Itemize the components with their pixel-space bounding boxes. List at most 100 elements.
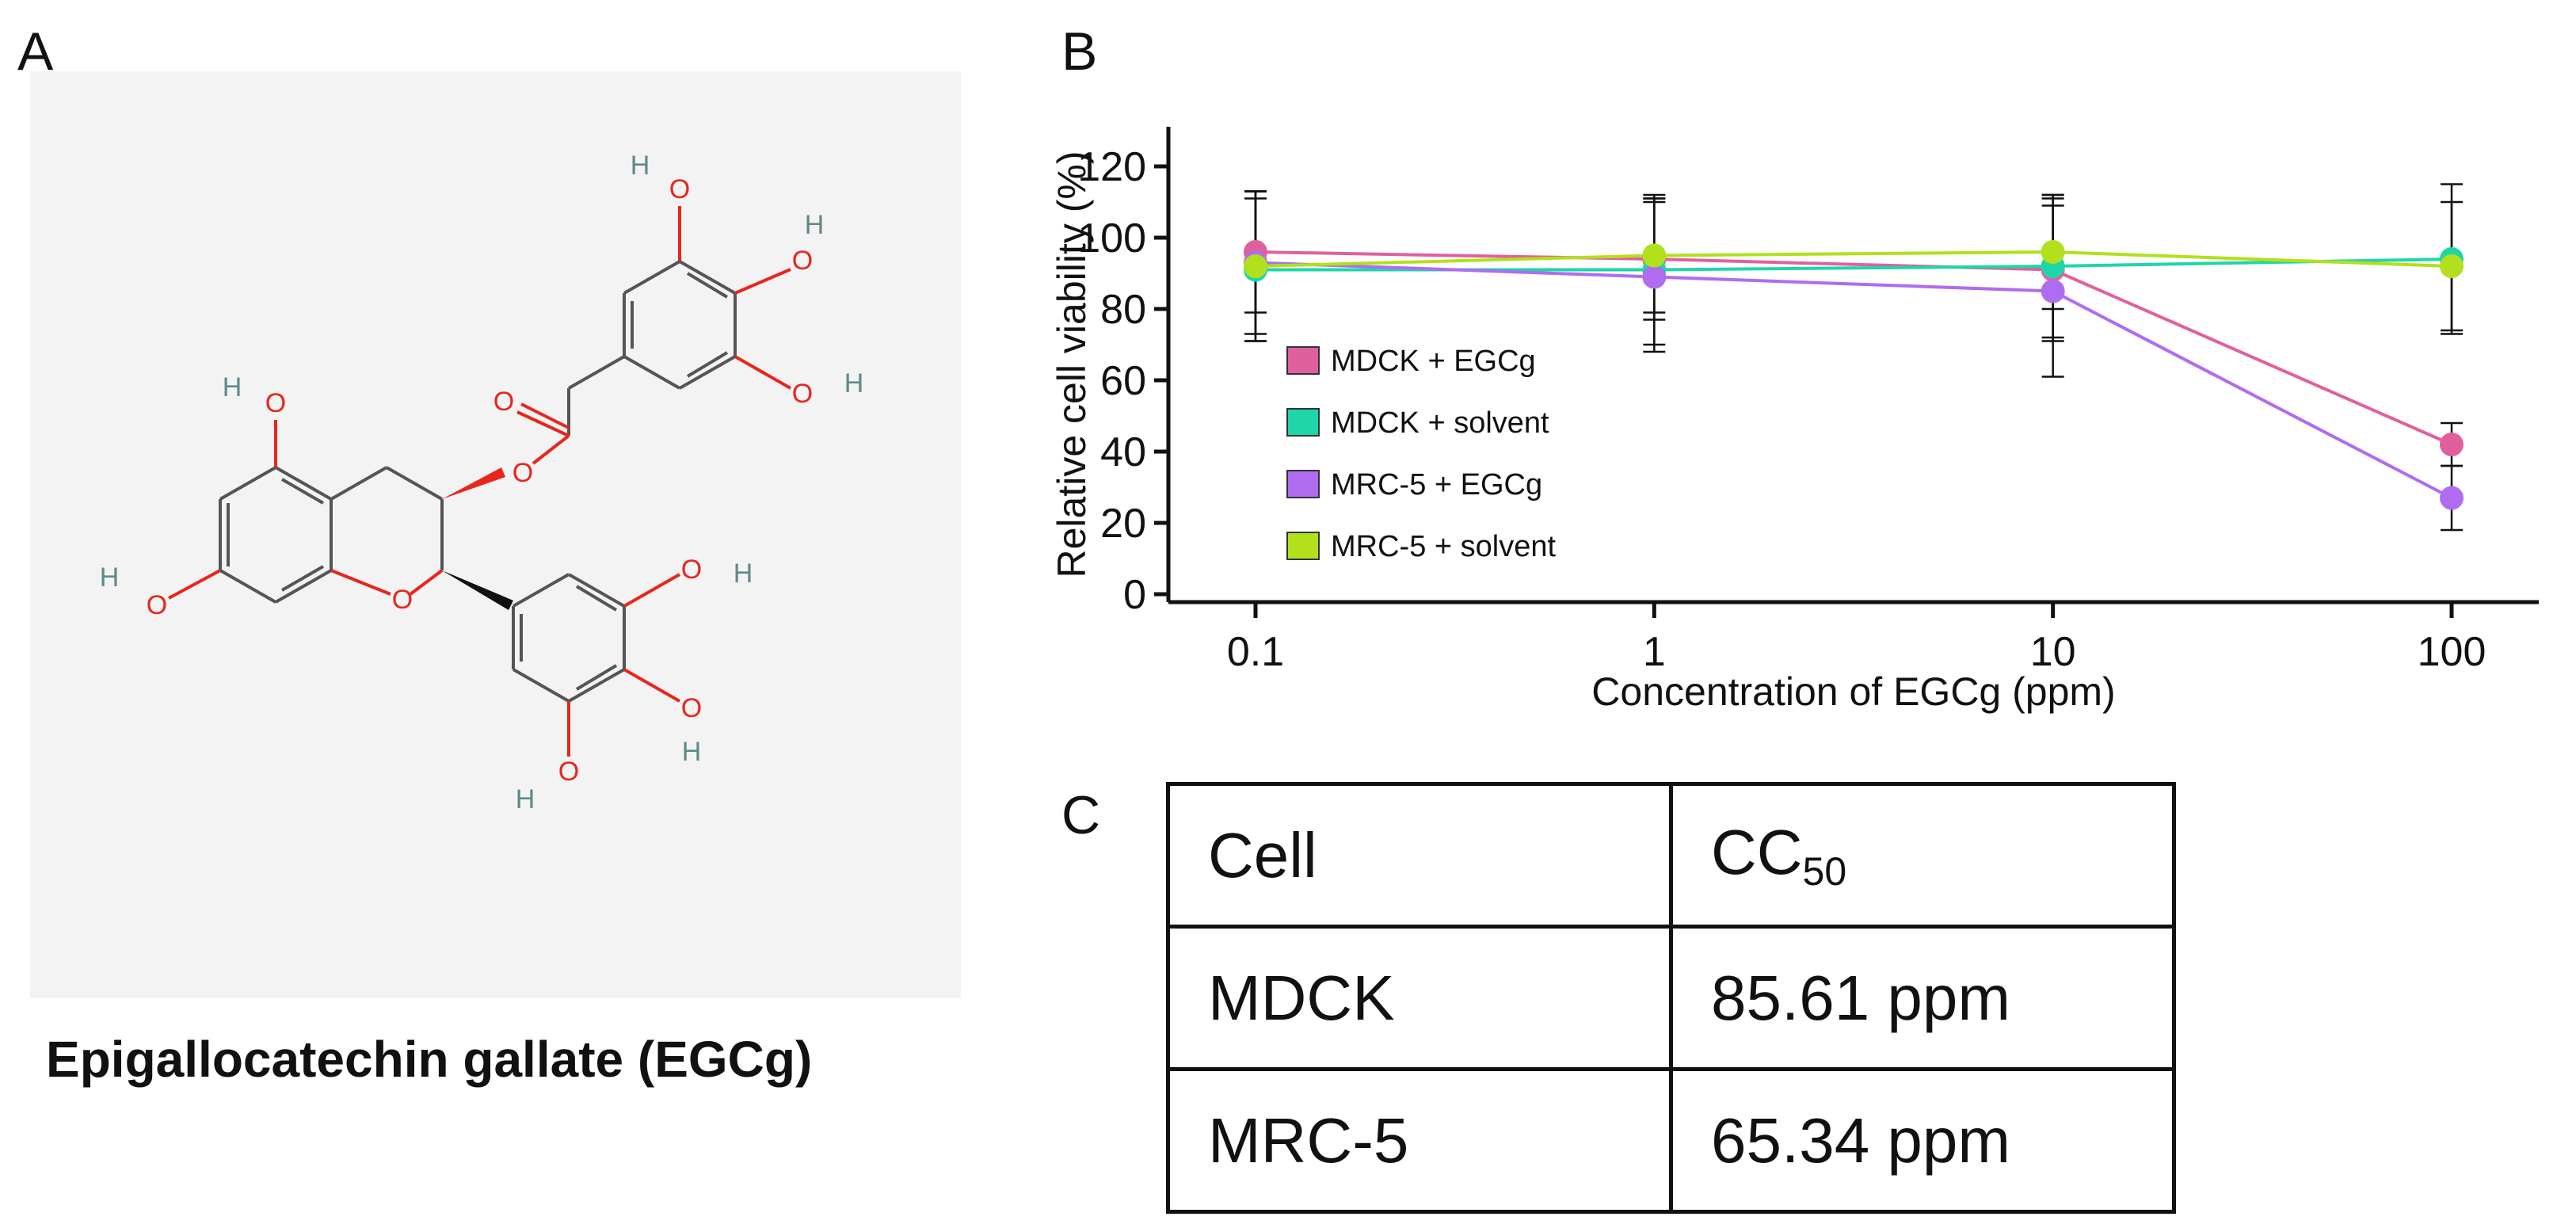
series-line <box>1255 261 2452 500</box>
bond-line <box>386 466 443 501</box>
oxygen-atom: O <box>493 387 514 417</box>
y-tick-label: 0 <box>1123 572 1146 618</box>
y-tick-label: 100 <box>1077 215 1146 261</box>
bond-line <box>275 466 332 501</box>
oxygen-atom: O <box>147 590 167 620</box>
hydrogen-atom: H <box>516 784 535 814</box>
legend-label: MDCK + EGCg <box>1331 345 1536 378</box>
hydrogen-atom: H <box>734 559 753 589</box>
bond-line <box>623 260 680 295</box>
bond-line <box>623 573 680 608</box>
bond-line <box>734 355 791 390</box>
bond-line <box>516 410 570 437</box>
y-tick-label: 60 <box>1100 358 1146 404</box>
bond-line <box>513 573 570 608</box>
bond-line <box>568 668 625 703</box>
bond-line <box>623 355 680 390</box>
legend-label: MDCK + solvent <box>1331 406 1549 440</box>
table-cell: MDCK <box>1166 925 1673 1071</box>
hydrogen-atom: H <box>844 368 864 399</box>
bond-line <box>513 668 570 703</box>
bond-line <box>275 569 332 604</box>
data-point <box>1642 243 1667 268</box>
data-point <box>2041 279 2065 303</box>
molecule-caption: Epigallocatechin gallate (EGCg) <box>46 1031 813 1088</box>
bond-line <box>679 260 736 295</box>
panel-label-c: C <box>1061 785 1101 845</box>
legend-swatch <box>1286 346 1320 375</box>
table-cell: 85.61 ppm <box>1669 925 2176 1071</box>
header-cc-subscript: 50 <box>1802 849 1847 894</box>
bond-line <box>281 478 324 505</box>
oxygen-atom: O <box>681 555 702 585</box>
bond-line <box>623 668 680 703</box>
oxygen-atom: O <box>392 585 413 615</box>
legend-label: MRC-5 + solvent <box>1331 530 1556 563</box>
legend-label: MRC-5 + EGCg <box>1331 468 1542 501</box>
bond-line <box>575 664 618 691</box>
oxygen-atom: O <box>513 458 533 488</box>
y-tick-label: 20 <box>1100 501 1146 547</box>
oxygen-atom: O <box>792 246 813 276</box>
bond-line <box>686 272 729 299</box>
series-line <box>1255 250 2452 268</box>
stereo-wedge <box>442 570 513 610</box>
hydrogen-atom: H <box>682 737 702 767</box>
data-point <box>2440 433 2464 456</box>
data-point <box>1642 265 1667 289</box>
bond-line <box>532 434 570 465</box>
hydrogen-atom: H <box>805 210 825 240</box>
table-header-row: Cell CC50 <box>1166 782 2176 929</box>
oxygen-atom: O <box>792 379 813 409</box>
hydrogen-atom: H <box>100 563 120 593</box>
bond-line <box>330 466 387 501</box>
panel-label-b: B <box>1061 21 1098 82</box>
bond-line <box>219 569 276 604</box>
table-row: MDCK 85.61 ppm <box>1166 925 2176 1071</box>
bond-line <box>679 355 736 390</box>
bond-line <box>568 355 625 390</box>
x-tick-label: 1 <box>1643 629 1666 675</box>
oxygen-atom: O <box>669 174 690 204</box>
y-axis-title: Relative cell viability (%) <box>1050 151 1094 578</box>
y-tick-label: 80 <box>1100 287 1146 333</box>
bond-line <box>520 402 570 429</box>
bond-line <box>330 569 391 596</box>
bond-line <box>281 565 324 592</box>
bond-line <box>575 585 618 612</box>
stereo-wedge <box>442 467 505 499</box>
y-tick-label: 120 <box>1077 144 1146 190</box>
oxygen-atom: O <box>681 693 702 723</box>
x-tick-label: 0.1 <box>1227 629 1284 675</box>
header-cell-cc50: CC50 <box>1669 782 2176 929</box>
data-point <box>2440 254 2464 278</box>
oxygen-atom: O <box>265 388 286 418</box>
bond-line <box>734 268 791 295</box>
viability-line-chart: 0 20 40 60 80 100 120 0.1 1 10 100 Concentration of… <box>1050 127 2539 714</box>
legend-swatch <box>1286 408 1320 437</box>
hydrogen-atom: H <box>631 151 650 181</box>
bond-line <box>219 466 276 501</box>
bond-line <box>168 569 221 600</box>
hydrogen-atom: H <box>223 372 242 402</box>
bond-line <box>686 351 729 378</box>
x-tick-label: 100 <box>2418 629 2486 675</box>
legend-swatch <box>1286 470 1320 498</box>
x-tick-label: 10 <box>2030 629 2076 675</box>
legend-swatch <box>1286 532 1320 560</box>
table-cell: 65.34 ppm <box>1669 1067 2176 1214</box>
bond-line <box>568 573 625 608</box>
table-cell: MRC-5 <box>1166 1067 1673 1214</box>
oxygen-atom: O <box>558 757 579 787</box>
header-cc-label: CC <box>1711 817 1803 887</box>
series-line <box>1255 250 2452 446</box>
x-axis-title: Concentration of EGCg (ppm) <box>1591 669 2115 714</box>
data-point <box>2041 240 2065 264</box>
bond-line <box>409 569 444 596</box>
y-tick-label: 40 <box>1100 429 1146 475</box>
header-cell-cell: Cell <box>1166 782 1673 929</box>
data-point <box>1244 254 1267 278</box>
table-row: MRC-5 65.34 ppm <box>1166 1067 2176 1214</box>
